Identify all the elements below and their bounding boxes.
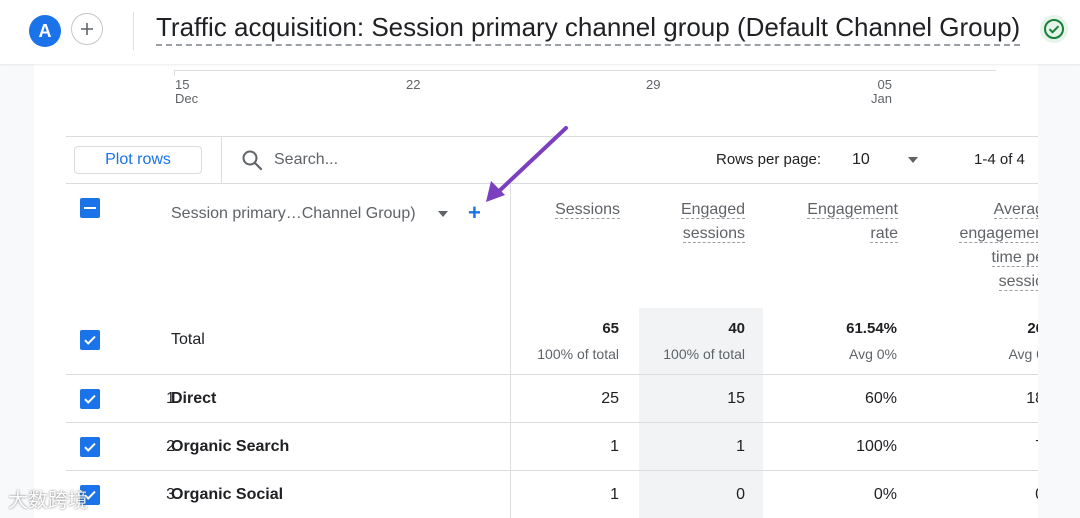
row-dimension-value[interactable]: Organic Search bbox=[171, 438, 290, 455]
row-engaged-sessions: 15 bbox=[727, 390, 745, 407]
tick-label-1: 15 Dec bbox=[175, 77, 199, 106]
table-row[interactable]: 3 Organic Social 1 0 0% 0 bbox=[66, 471, 1038, 518]
tick-label-2: 22 bbox=[406, 77, 421, 92]
watermark: 大数跨境 bbox=[8, 490, 88, 512]
divider bbox=[66, 470, 1038, 471]
select-all-checkbox[interactable] bbox=[80, 198, 100, 218]
total-value: 65 bbox=[602, 320, 619, 337]
top-bar: A Traffic acquisition: Session primary c… bbox=[0, 0, 1080, 64]
total-value: 26 bbox=[1027, 320, 1038, 337]
row-checkbox[interactable] bbox=[80, 485, 100, 505]
row-sessions: 1 bbox=[610, 438, 619, 455]
avatar[interactable]: A bbox=[29, 15, 61, 47]
metric-header-engaged-sessions[interactable]: Engaged sessions bbox=[680, 201, 745, 243]
divider bbox=[66, 374, 1038, 375]
tick-label-3: 29 bbox=[646, 77, 661, 92]
search-input[interactable] bbox=[274, 148, 474, 172]
checkmark-icon bbox=[84, 490, 96, 500]
row-engaged-sessions: 1 bbox=[736, 438, 745, 455]
rows-per-page-label: Rows per page: bbox=[716, 151, 822, 168]
row-engaged-sessions: 0 bbox=[736, 486, 745, 503]
chart-x-axis bbox=[174, 70, 996, 71]
row-sessions: 1 bbox=[610, 486, 619, 503]
row-number: 3 bbox=[166, 486, 175, 503]
dimension-header[interactable]: Session primary…Channel Group) bbox=[171, 205, 416, 222]
table-row[interactable]: 1 Direct 25 15 60% 18 bbox=[66, 375, 1038, 423]
tick-label-4: 05 Jan bbox=[871, 77, 892, 106]
checkmark-icon bbox=[84, 335, 96, 345]
checkmark-icon bbox=[84, 442, 96, 452]
tick-mark bbox=[174, 70, 175, 76]
row-dimension-value[interactable]: Organic Social bbox=[171, 486, 284, 503]
total-subtext: Avg 0% bbox=[849, 346, 897, 362]
divider bbox=[66, 183, 1038, 184]
chevron-down-icon[interactable] bbox=[908, 157, 918, 163]
plus-icon bbox=[81, 23, 93, 35]
row-engagement-rate: 60% bbox=[864, 390, 897, 407]
divider bbox=[66, 422, 1038, 423]
total-subtext: Avg 0 bbox=[1008, 346, 1038, 362]
row-dimension-value[interactable]: Direct bbox=[171, 390, 217, 407]
row-number: 1 bbox=[166, 390, 175, 407]
checkmark-icon bbox=[84, 394, 96, 404]
total-subtext: 100% of total bbox=[537, 346, 619, 362]
row-number: 2 bbox=[166, 438, 175, 455]
metric-header-engagement-rate[interactable]: Engagement rate bbox=[807, 201, 898, 243]
total-value: 40 bbox=[728, 320, 745, 337]
total-label: Total bbox=[171, 331, 205, 348]
total-subtext: 100% of total bbox=[663, 346, 745, 362]
chevron-down-icon[interactable] bbox=[438, 211, 448, 217]
row-checkbox[interactable] bbox=[80, 437, 100, 457]
page-title[interactable]: Traffic acquisition: Session primary cha… bbox=[156, 10, 1021, 46]
metric-header-sessions[interactable]: Sessions bbox=[555, 201, 620, 219]
row-engagement-rate: 0% bbox=[873, 486, 897, 503]
sorted-column-highlight bbox=[639, 308, 763, 518]
pagination-range: 1-4 of 4 bbox=[974, 151, 1025, 168]
row-avg-engagement-time: 0 bbox=[984, 486, 1038, 504]
header-divider bbox=[133, 12, 134, 50]
rows-per-page-select[interactable]: 10 bbox=[852, 151, 870, 168]
search-icon[interactable] bbox=[240, 148, 264, 177]
total-value: 61.54% bbox=[846, 320, 897, 337]
row-checkbox[interactable] bbox=[80, 389, 100, 409]
add-dimension-icon[interactable]: + bbox=[468, 200, 481, 225]
row-avg-engagement-time: 7 bbox=[984, 438, 1038, 456]
metric-header-avg-engagement-time[interactable]: Averag engagemen time pe sessio bbox=[934, 198, 1038, 294]
add-comparison-button[interactable] bbox=[71, 13, 103, 45]
row-sessions: 25 bbox=[601, 390, 619, 407]
divider bbox=[66, 136, 1038, 137]
check-circle-icon[interactable] bbox=[1040, 15, 1068, 43]
row-avg-engagement-time: 18 bbox=[1026, 390, 1038, 407]
total-row-checkbox[interactable] bbox=[80, 330, 100, 350]
column-divider bbox=[510, 184, 511, 518]
divider bbox=[221, 137, 222, 183]
table-row[interactable]: 2 Organic Search 1 1 100% 7 bbox=[66, 423, 1038, 471]
row-engagement-rate: 100% bbox=[856, 438, 897, 455]
plot-rows-button[interactable]: Plot rows bbox=[74, 146, 202, 174]
